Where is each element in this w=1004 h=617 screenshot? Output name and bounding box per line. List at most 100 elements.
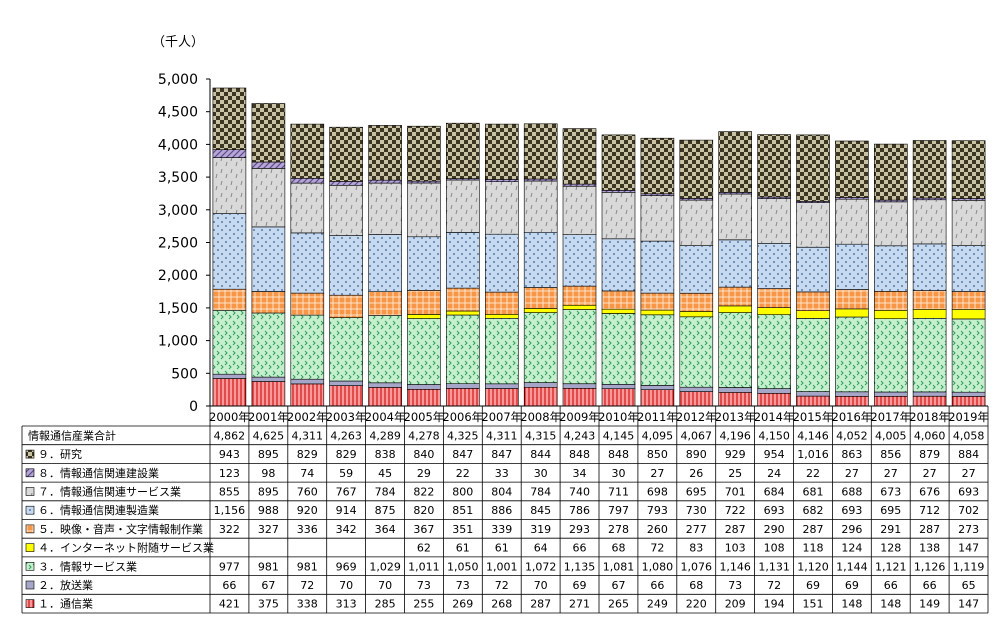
data-label: 68 [689,579,703,592]
bar-segment [912,395,947,407]
bar-segment [290,182,325,234]
bar-segment [445,310,480,316]
data-label: 693 [958,486,979,499]
bar-segment [873,318,908,393]
bar-segment [640,314,675,386]
data-label: 1,001 [486,560,518,573]
data-label: 829 [297,448,318,461]
bar-segment [912,391,947,397]
unit-label: （千人） [152,35,204,50]
data-label: 1,072 [525,560,557,573]
data-label: 375 [258,598,279,611]
data-label: 118 [803,542,824,555]
bar-segment [835,316,869,393]
bar-segment [601,134,636,191]
data-label: 682 [803,504,824,517]
data-label: 66 [650,579,664,592]
data-label: 4,243 [564,429,596,442]
bar-segment [796,391,830,397]
bar-segment [484,291,519,315]
data-label: 147 [958,598,979,611]
data-label: 22 [806,467,820,480]
data-label: 29 [417,467,431,480]
bar-segment [718,239,753,288]
legend-swatch [25,524,35,534]
bar-segment [562,128,597,185]
data-label: 1,119 [953,560,985,573]
bar-segment [368,182,402,235]
data-label: 914 [336,504,357,517]
bar-segment [523,386,558,407]
bar-segment [523,231,558,288]
bar-segment [873,245,908,292]
bar-segment [679,316,714,388]
bar-segment [212,157,247,214]
data-label: 4,311 [486,429,518,442]
bar-segment [873,395,908,407]
data-label: 27 [650,467,664,480]
bar-segment [835,243,869,290]
x-tick-label: 2018年 [909,410,950,424]
data-label: 364 [375,523,396,536]
x-tick-label: 2006年 [442,410,483,424]
bar-segment [835,308,869,318]
bar-segment [523,123,558,180]
y-tick-label: 1,500 [158,301,198,317]
bar-segment [212,373,247,379]
data-label: 342 [336,523,357,536]
bar-segment [368,234,402,293]
data-label: 148 [841,598,862,611]
bar-segment [951,245,986,292]
data-label: 33 [495,467,509,480]
data-label: 838 [375,448,396,461]
bar-segment [368,291,402,316]
bar-segment [835,289,869,310]
data-label: 848 [608,448,629,461]
bar-segment [251,161,286,169]
data-label: 290 [764,523,785,536]
data-label: 1,120 [797,560,829,573]
data-label: 194 [764,598,785,611]
bar-segment [290,123,325,179]
bar-segment [912,140,947,199]
x-tick-label: 2016年 [832,410,873,424]
data-label: 850 [647,448,668,461]
data-label: 4,325 [447,429,479,442]
data-label: 786 [569,504,590,517]
data-label: 27 [923,467,937,480]
data-label: 98 [261,467,275,480]
data-label: 421 [219,598,240,611]
bar-segment [640,309,675,316]
data-label: 220 [686,598,707,611]
data-label: 24 [767,467,781,480]
data-label: 27 [845,467,859,480]
legend-swatch [25,449,35,459]
bar-segment [407,290,441,315]
data-label: 840 [413,448,434,461]
bar-segment [290,232,325,294]
data-label: 695 [880,504,901,517]
data-label: 681 [803,486,824,499]
bar-segment [445,122,480,179]
data-label: 820 [413,504,434,517]
bar-segment [484,181,519,235]
data-label: 4,058 [953,429,985,442]
data-label: 293 [569,523,590,536]
bar-segment [251,381,286,407]
legend-swatch [25,561,35,571]
data-label: 740 [569,486,590,499]
x-tick-label: 2000年 [209,410,250,424]
data-label: 66 [573,542,587,555]
bar-segment [523,312,558,383]
data-label: 4,625 [253,429,285,442]
bar-segment [640,389,675,407]
bar-segment [951,318,986,393]
data-label: 151 [803,598,824,611]
data-label: 767 [336,486,357,499]
legend-label: ４．インターネット附随サービス業 [38,541,214,555]
data-label: 895 [258,448,279,461]
bar-segment [718,312,753,388]
data-label: 784 [530,486,551,499]
bar-segment [718,193,753,241]
bar-segment [368,179,402,184]
